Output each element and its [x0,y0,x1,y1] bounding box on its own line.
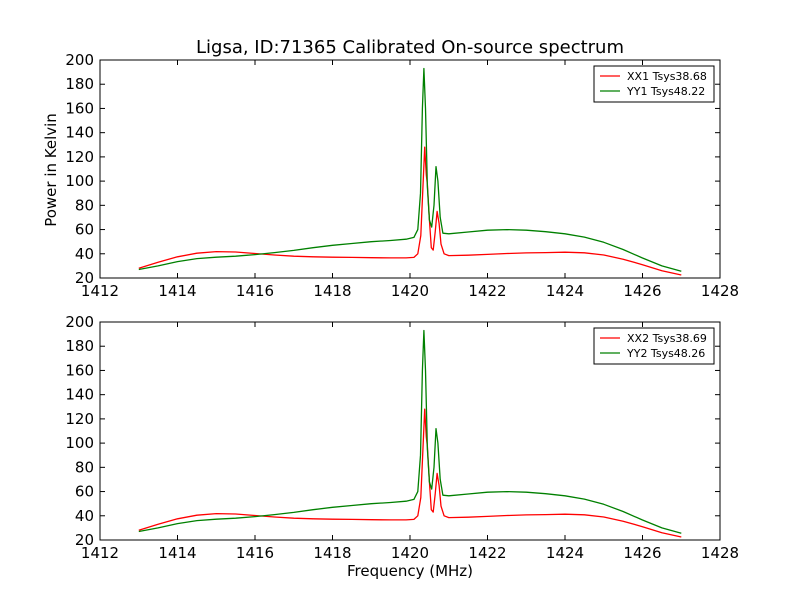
legend-box [593,327,715,365]
y-tick-label: 140 [65,124,94,142]
x-tick-label: 1414 [158,282,196,300]
legend-label: YY2 Tsys48.26 [626,347,705,360]
series-lines [138,67,682,276]
y-tick-label: 100 [65,434,94,452]
bottom-spectrum-panel: 1412 1414 1416 1418 1420 1422 1424 1426 1428 20 40… [65,313,739,562]
x-tick-label: 1418 [313,282,351,300]
y-tick-label: 40 [75,507,94,525]
legend: XX2 Tsys38.69 YY2 Tsys48.26 [593,327,715,365]
y-tick-label: 60 [75,221,94,239]
y-tick-label: 160 [65,99,94,117]
x-tick-label: 1414 [158,544,196,562]
x-tick-label: 1420 [391,282,429,300]
x-tick-label: 1428 [701,282,739,300]
y-tick-label: 160 [65,361,94,379]
x-tick-label: 1426 [623,544,661,562]
x-tick-label: 1412 [81,544,119,562]
y-tick-label: 40 [75,245,94,263]
y-tick-label: 100 [65,172,94,190]
x-axis-label: Frequency (MHz) [347,562,473,580]
y-tick-label: 140 [65,386,94,404]
y-tick-label: 200 [65,51,94,69]
x-tick-label: 1424 [546,544,584,562]
legend-box [593,65,715,103]
series-line-yy [138,67,682,272]
y-tick-label: 180 [65,337,94,355]
y-tick-label: 80 [75,196,94,214]
y-tick-label: 20 [75,269,94,287]
y-tick-label: 80 [75,458,94,476]
x-tick-label: 1426 [623,282,661,300]
y-tick-label: 60 [75,483,94,501]
legend: XX1 Tsys38.68 YY1 Tsys48.22 [593,65,715,103]
y-tick-label: 120 [65,148,94,166]
x-tick-label: 1424 [546,282,584,300]
series-lines [138,329,682,538]
y-tick-label: 180 [65,75,94,93]
chart-title: Ligsa, ID:71365 Calibrated On-source spe… [196,37,624,58]
y-tick-label: 200 [65,313,94,331]
x-tick-label: 1416 [236,544,274,562]
top-spectrum-panel: 1412 1414 1416 1418 1420 1422 1424 1426 1428 20 40… [65,51,739,300]
legend-label: XX1 Tsys38.68 [627,70,707,83]
x-tick-label: 1416 [236,282,274,300]
x-tick-label: 1428 [701,544,739,562]
legend-label: XX2 Tsys38.69 [627,332,707,345]
y-tick-label: 20 [75,531,94,549]
x-tick-label: 1422 [468,544,506,562]
x-tick-label: 1420 [391,544,429,562]
x-tick-label: 1422 [468,282,506,300]
y-axis-label: Power in Kelvin [42,113,60,227]
series-line-yy [138,329,682,534]
y-tick-label: 120 [65,410,94,428]
legend-label: YY1 Tsys48.22 [626,85,705,98]
x-tick-label: 1412 [81,282,119,300]
x-tick-label: 1418 [313,544,351,562]
